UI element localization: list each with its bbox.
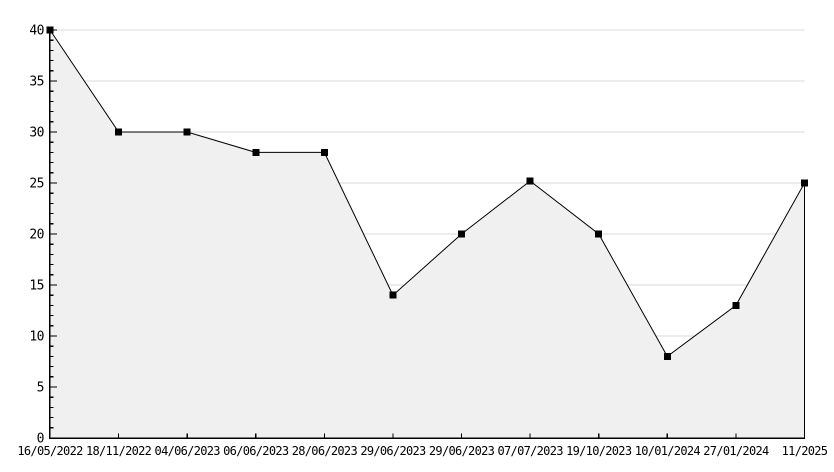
y-tick-label: 15 [29, 279, 44, 294]
x-tick-label: 07/07/2023 [498, 444, 564, 458]
data-point-marker [115, 128, 123, 136]
y-tick-label: 40 [29, 24, 44, 39]
x-tick-label: 11/2025 [782, 444, 828, 458]
data-point-marker [663, 352, 671, 360]
x-tick-label: 18/11/2022 [86, 444, 152, 458]
x-tick-label: 27/01/2024 [703, 444, 769, 458]
x-tick-label: 04/06/2023 [155, 444, 221, 458]
y-tick-label: 25 [29, 177, 44, 192]
x-tick-label: 16/05/2022 [17, 444, 83, 458]
data-point-marker [389, 291, 397, 299]
data-point-marker [320, 148, 328, 156]
data-point-marker [526, 177, 534, 185]
y-tick-label: 35 [29, 75, 44, 90]
x-tick-label: 29/06/2023 [360, 444, 426, 458]
data-point-marker [252, 148, 260, 156]
x-tick-label: 29/06/2023 [429, 444, 495, 458]
y-tick-label: 0 [37, 432, 44, 447]
data-point-marker [458, 230, 466, 238]
data-point-marker [183, 128, 191, 136]
data-point-marker [732, 301, 740, 309]
y-tick-label: 10 [29, 330, 44, 345]
x-tick-label: 28/06/2023 [292, 444, 358, 458]
data-point-marker [801, 179, 808, 187]
y-tick-label: 30 [29, 126, 44, 141]
x-tick-label: 19/10/2023 [566, 444, 632, 458]
data-point-marker [595, 230, 603, 238]
x-tick-label: 06/06/2023 [223, 444, 289, 458]
x-tick-label: 10/01/2024 [635, 444, 701, 458]
y-tick-label: 5 [37, 381, 44, 396]
y-tick-label: 20 [29, 228, 44, 243]
